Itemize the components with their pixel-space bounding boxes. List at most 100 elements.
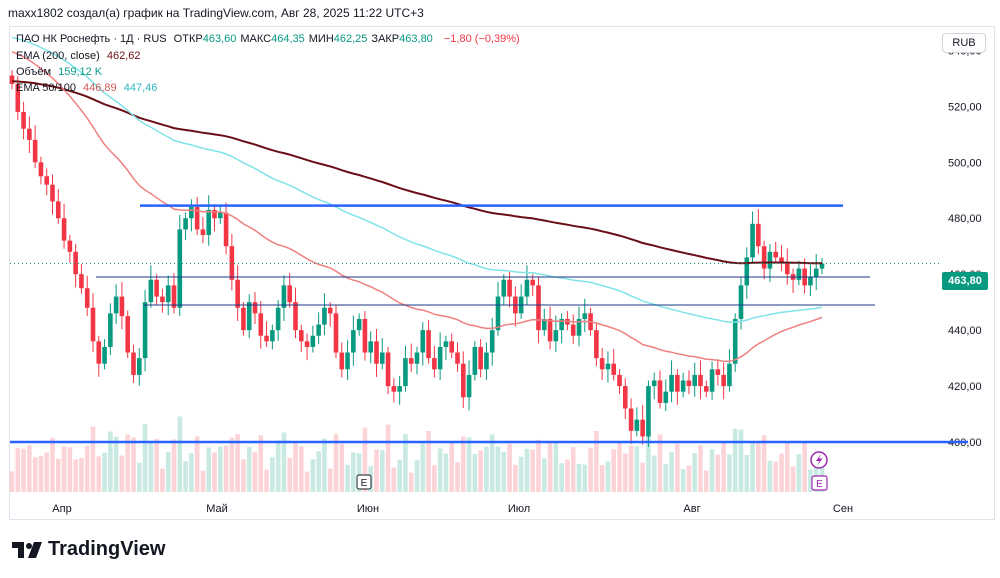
candle[interactable] [495,296,501,331]
symbol-title[interactable]: ПАО НК Роснефть · 1Д · RUS [16,33,167,45]
candle[interactable] [362,318,368,353]
candle[interactable] [67,240,73,252]
candle[interactable] [761,246,767,269]
candle[interactable] [507,279,512,297]
candle[interactable] [651,380,657,387]
candle[interactable] [44,176,50,185]
candle[interactable] [374,341,379,364]
candle[interactable] [223,212,229,247]
candle[interactable] [570,324,576,336]
candle[interactable] [194,207,200,230]
candle[interactable] [183,218,188,230]
candle[interactable] [212,209,217,219]
candle[interactable] [617,374,622,387]
candle[interactable] [779,257,784,263]
legend-ema50-100-row[interactable]: EMA 50/100 446,89 447,46 [16,82,161,94]
candle[interactable] [738,285,744,319]
candle[interactable] [599,358,605,370]
candle[interactable] [397,386,402,392]
candle[interactable] [356,318,362,331]
candle[interactable] [703,386,709,392]
candle[interactable] [177,229,183,308]
candle[interactable] [38,162,44,177]
candle[interactable] [478,346,483,370]
candle[interactable] [819,263,825,269]
candle[interactable] [368,341,374,353]
candle[interactable] [113,296,119,314]
candle[interactable] [50,184,55,202]
candle[interactable] [136,358,142,375]
candle[interactable] [640,419,645,437]
candle[interactable] [698,374,703,387]
candle[interactable] [21,111,26,129]
candle[interactable] [246,302,252,331]
candle[interactable] [108,313,113,347]
candle[interactable] [84,288,90,308]
candle[interactable] [553,330,559,342]
candle[interactable] [200,229,206,236]
candle[interactable] [530,279,536,286]
candle[interactable] [784,263,790,275]
candle[interactable] [171,285,177,308]
candle[interactable] [721,374,726,387]
candle[interactable] [275,307,281,331]
candle[interactable] [217,212,223,219]
candle[interactable] [547,318,553,342]
candle[interactable] [594,330,599,359]
candle[interactable] [27,128,32,140]
candle[interactable] [582,313,588,319]
candle[interactable] [472,346,478,375]
candle[interactable] [391,386,397,392]
candle[interactable] [9,75,15,84]
candle[interactable] [501,279,507,297]
candle[interactable] [408,358,414,364]
candle[interactable] [310,335,316,347]
candle[interactable] [715,369,721,375]
candle[interactable] [148,279,154,303]
candle[interactable] [379,352,385,364]
earnings-icon[interactable] [811,475,828,491]
candle[interactable] [432,358,437,370]
candle[interactable] [796,268,802,280]
candle[interactable] [813,268,819,277]
candle[interactable] [455,352,460,364]
candle[interactable] [484,352,489,370]
candle[interactable] [767,251,773,269]
candle[interactable] [449,341,455,353]
tradingview-logo[interactable]: TradingView [12,538,165,561]
candle[interactable] [756,223,761,247]
candle[interactable] [142,302,148,359]
candle[interactable] [420,330,426,353]
candle[interactable] [646,386,651,437]
candle[interactable] [125,316,131,353]
candle[interactable] [773,251,779,258]
candle[interactable] [165,285,171,303]
candle[interactable] [96,341,102,364]
candle[interactable] [298,330,304,342]
candle[interactable] [686,380,692,387]
candle[interactable] [160,296,165,303]
ema100-line[interactable] [11,36,823,323]
candle[interactable] [426,330,431,359]
candle[interactable] [657,380,663,403]
candle[interactable] [536,285,541,331]
candle[interactable] [322,307,327,325]
candle[interactable] [692,374,698,387]
candle[interactable] [90,307,96,342]
candle[interactable] [258,313,264,336]
candle[interactable] [339,352,345,370]
candle[interactable] [709,369,715,392]
candle[interactable] [241,307,246,331]
legend-ema200-row[interactable]: EMA (200, close) 462,62 [16,50,144,62]
candle[interactable] [576,318,582,336]
candle[interactable] [15,83,21,112]
event-icon[interactable] [356,474,372,490]
candle[interactable] [744,257,750,286]
candle[interactable] [605,363,611,370]
candle[interactable] [732,318,738,364]
candle[interactable] [154,279,159,297]
candle[interactable] [304,341,310,347]
candle[interactable] [351,330,356,353]
currency-button[interactable]: RUB [942,33,986,53]
candle[interactable] [287,285,293,303]
